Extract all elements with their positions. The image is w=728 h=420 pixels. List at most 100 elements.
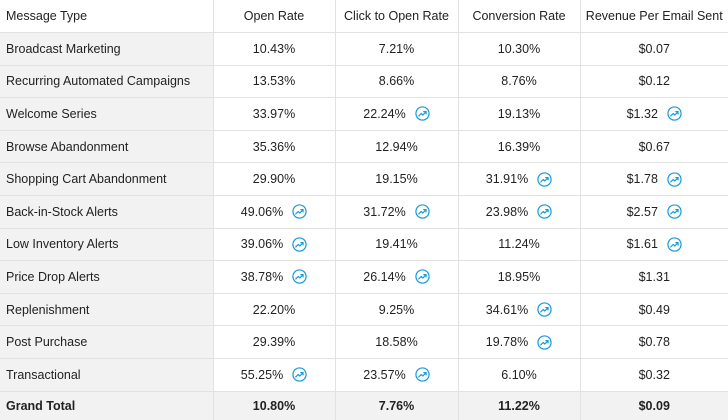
message-type-cell: Price Drop Alerts	[0, 260, 214, 294]
conversion-rate-content: 31.91%	[486, 172, 552, 187]
conversion-rate-content: 18.95%	[498, 270, 540, 284]
click-to-open-rate-content: 9.25%	[379, 303, 414, 317]
revenue-per-email-cell: $1.61	[580, 228, 728, 262]
header-click-to-open-rate[interactable]: Click to Open Rate	[335, 0, 459, 33]
trending-up-icon	[537, 172, 552, 187]
revenue-per-email-value: $1.61	[626, 237, 658, 252]
open-rate-cell: 39.06%	[213, 228, 336, 262]
open-rate-cell: 22.20%	[213, 293, 336, 327]
revenue-per-email-value: $0.32	[638, 367, 670, 382]
revenue-per-email-content: $1.31	[639, 270, 670, 284]
click-to-open-rate-cell: 7.21%	[335, 32, 459, 66]
click-to-open-rate-content: 22.24%	[363, 106, 430, 122]
revenue-per-email-value: $2.57	[626, 204, 658, 219]
click-to-open-rate-cell: 26.14%	[335, 260, 459, 294]
click-to-open-rate-cell: 18.58%	[335, 325, 459, 359]
grand-total-label: Grand Total	[0, 391, 214, 420]
revenue-per-email-value: $1.32	[626, 106, 658, 121]
click-to-open-rate-content: 26.14%	[363, 269, 430, 285]
table-row: Price Drop Alerts 38.78% 26.14% 18.95% $1.31	[0, 260, 728, 294]
open-rate-content: 39.06%	[241, 237, 307, 252]
conversion-rate-value: 16.39%	[497, 139, 541, 154]
conversion-rate-content: 19.13%	[498, 107, 540, 121]
table-row: Transactional 55.25% 23.57% 6.10% $0.32	[0, 358, 728, 392]
open-rate-cell: 29.90%	[213, 162, 336, 196]
conversion-rate-cell: 6.10%	[458, 358, 581, 392]
conversion-rate-content: 8.76%	[501, 74, 536, 88]
trending-up-icon	[292, 269, 307, 285]
table-row: Post Purchase 29.39% 18.58% 19.78% $0.78	[0, 325, 728, 359]
conversion-rate-cell: 10.30%	[458, 32, 581, 66]
conversion-rate-content: 11.24%	[498, 237, 539, 251]
table-row: Low Inventory Alerts 39.06% 19.41% 11.24% $1…	[0, 228, 728, 262]
message-type-cell: Shopping Cart Abandonment	[0, 162, 214, 196]
message-type-cell: Recurring Automated Campaigns	[0, 65, 214, 99]
conversion-rate-value: 34.61%	[485, 302, 529, 317]
revenue-per-email-cell: $0.12	[580, 65, 728, 99]
trending-up-icon	[667, 172, 682, 187]
trending-up-icon	[292, 204, 307, 219]
conversion-rate-content: 23.98%	[486, 204, 552, 219]
conversion-rate-value: 18.95%	[497, 269, 541, 284]
revenue-per-email-value: $0.49	[638, 302, 670, 317]
table-body: Broadcast Marketing 10.43% 7.21% 10.30% $0.0…	[0, 32, 728, 392]
click-to-open-rate-content: 19.41%	[375, 237, 417, 251]
open-rate-value: 39.06%	[240, 237, 284, 252]
click-to-open-rate-value: 18.58%	[375, 335, 418, 350]
click-to-open-rate-content: 7.21%	[379, 42, 414, 56]
header-open-rate[interactable]: Open Rate	[213, 0, 336, 33]
revenue-per-email-content: $0.49	[639, 303, 670, 317]
open-rate-content: 22.20%	[253, 303, 295, 317]
conversion-rate-cell: 34.61%	[458, 293, 581, 327]
click-to-open-rate-value: 19.41%	[375, 237, 418, 252]
table-row: Back-in-Stock Alerts 49.06% 31.72% 23.98% $2…	[0, 195, 728, 229]
click-to-open-rate-value: 19.15%	[375, 172, 418, 187]
open-rate-cell: 49.06%	[213, 195, 336, 229]
open-rate-value: 10.43%	[252, 41, 296, 56]
revenue-per-email-cell: $0.67	[580, 130, 728, 164]
revenue-per-email-content: $0.78	[639, 335, 670, 349]
revenue-per-email-value: $0.12	[638, 74, 670, 89]
open-rate-value: 55.25%	[240, 367, 284, 382]
grand-total-conversion-rate: 11.22%	[458, 391, 581, 420]
trending-up-icon	[667, 237, 682, 252]
header-revenue-per-email[interactable]: Revenue Per Email Sent	[580, 0, 728, 33]
click-to-open-rate-content: 8.66%	[379, 74, 414, 88]
revenue-per-email-value: $1.31	[638, 269, 670, 284]
click-to-open-rate-cell: 12.94%	[335, 130, 459, 164]
revenue-per-email-content: $0.67	[639, 140, 670, 154]
open-rate-value: 29.39%	[252, 335, 296, 350]
revenue-per-email-content: $2.57	[627, 204, 682, 219]
grand-total-row: Grand Total 10.80% 7.76% 11.22% $0.09	[0, 391, 728, 420]
header-message-type[interactable]: Message Type	[0, 0, 214, 33]
revenue-per-email-cell: $2.57	[580, 195, 728, 229]
revenue-per-email-content: $0.12	[639, 74, 670, 88]
trending-up-icon	[415, 269, 430, 285]
table-footer: Grand Total 10.80% 7.76% 11.22% $0.09	[0, 391, 728, 420]
trending-up-icon	[292, 367, 307, 382]
grand-total-open-rate: 10.80%	[213, 391, 336, 420]
header-conversion-rate[interactable]: Conversion Rate	[458, 0, 581, 33]
click-to-open-rate-cell: 19.41%	[335, 228, 459, 262]
message-type-cell: Browse Abandonment	[0, 130, 214, 164]
conversion-rate-content: 6.10%	[501, 368, 536, 382]
open-rate-content: 29.39%	[253, 335, 295, 349]
open-rate-value: 49.06%	[240, 204, 284, 219]
conversion-rate-value: 19.78%	[485, 335, 529, 350]
open-rate-content: 13.53%	[253, 74, 295, 88]
open-rate-cell: 55.25%	[213, 358, 336, 392]
open-rate-content: 38.78%	[241, 269, 307, 285]
conversion-rate-cell: 11.24%	[458, 228, 581, 262]
revenue-per-email-value: $1.78	[626, 172, 658, 187]
open-rate-value: 29.90%	[252, 172, 296, 187]
table-header: Message Type Open Rate Click to Open Rat…	[0, 0, 728, 33]
click-to-open-rate-value: 12.94%	[375, 139, 418, 154]
revenue-per-email-cell: $0.78	[580, 325, 728, 359]
table-row: Browse Abandonment 35.36% 12.94% 16.39% $0.6…	[0, 130, 728, 164]
open-rate-cell: 10.43%	[213, 32, 336, 66]
table-row: Replenishment 22.20% 9.25% 34.61% $0.49	[0, 293, 728, 327]
trending-up-icon	[537, 302, 552, 317]
conversion-rate-cell: 19.13%	[458, 97, 581, 131]
click-to-open-rate-value: 23.57%	[363, 367, 406, 382]
open-rate-cell: 33.97%	[213, 97, 336, 131]
